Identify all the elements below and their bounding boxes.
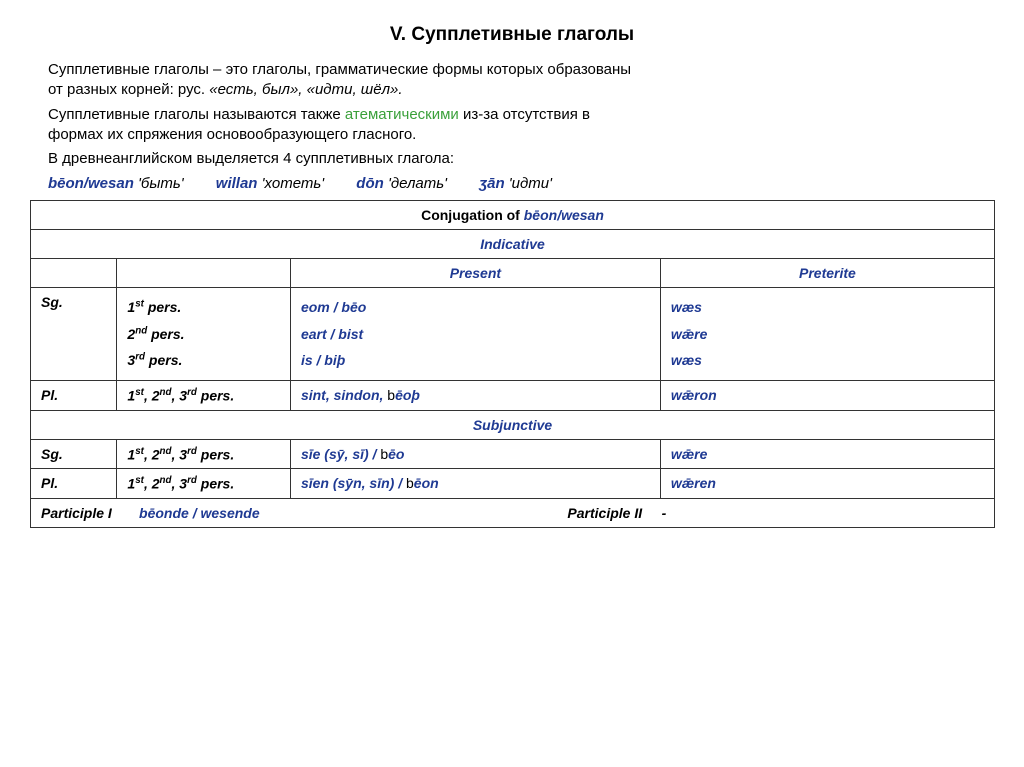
para1-line2a: от разных корней: рус.	[48, 81, 209, 98]
verb-3: dōn	[356, 175, 384, 192]
subj-sg-present: sīe (sȳ, sī) / bēo	[290, 439, 660, 469]
subj-pl-label: Pl.	[31, 469, 117, 499]
participle-2-label: Participle II	[567, 505, 642, 521]
conjugation-table: Conjugation of bēon/wesan Indicative Pre…	[30, 200, 995, 528]
present-header: Present	[290, 259, 660, 288]
sg-persons: 1st pers. 2nd pers. 3rd pers.	[117, 288, 291, 381]
verb-1-gloss: 'быть'	[138, 175, 184, 192]
verb-2: willan	[216, 175, 258, 192]
participles-row: Participle I bēonde / wesende Participle…	[31, 499, 995, 528]
caption-text: Conjugation of	[421, 207, 524, 223]
para2-a: Супплетивные глаголы называются также	[48, 106, 345, 123]
pl-preterite: wǣron	[660, 381, 994, 411]
verb-1: bēon/wesan	[48, 175, 134, 192]
subj-sg-label: Sg.	[31, 439, 117, 469]
table-caption: Conjugation of bēon/wesan	[31, 201, 995, 230]
verb-4-gloss: 'идти'	[509, 175, 552, 192]
paragraph-1: Супплетивные глаголы – это глаголы, грам…	[48, 60, 994, 101]
para2-highlight: атематическими	[345, 106, 459, 123]
participle-1-value: bēonde / wesende	[139, 505, 260, 521]
participle-2-value: -	[662, 505, 667, 521]
verb-2-gloss: 'хотеть'	[262, 175, 324, 192]
subjunctive-header: Subjunctive	[31, 410, 995, 439]
subj-pl-preterite: wǣren	[660, 469, 994, 499]
subj-pl-persons: 1st, 2nd, 3rd pers.	[117, 469, 291, 499]
para2-c: формах их спряжения основообразующего гл…	[48, 126, 416, 143]
pl-present: sint, sindon, bēoþ	[290, 381, 660, 411]
subj-sg-persons: 1st, 2nd, 3rd pers.	[117, 439, 291, 469]
page-title: V. Супплетивные глаголы	[30, 24, 994, 46]
para1-examples: «есть, был», «идти, шёл».	[209, 81, 402, 98]
preterite-header: Preterite	[660, 259, 994, 288]
caption-verb: bēon/wesan	[524, 207, 604, 223]
verbs-list: bēon/wesan 'быть' willan 'хотеть' dōn 'д…	[48, 175, 994, 192]
subj-pl-present: sīen (sȳn, sīn) / bēon	[290, 469, 660, 499]
sg-preterite: wæs wǣre wæs	[660, 288, 994, 381]
indicative-header: Indicative	[31, 230, 995, 259]
para1-line1: Супплетивные глаголы – это глаголы, грам…	[48, 61, 631, 78]
paragraph-3: В древнеанглийском выделяется 4 супплети…	[48, 149, 994, 169]
sg-present: eom / bēo eart / bist is / biþ	[290, 288, 660, 381]
para2-b: из-за отсутствия в	[459, 106, 590, 123]
verb-4: ʒān	[479, 175, 504, 192]
paragraph-2: Супплетивные глаголы называются также ат…	[48, 105, 994, 146]
verb-3-gloss: 'делать'	[388, 175, 447, 192]
pl-persons: 1st, 2nd, 3rd pers.	[117, 381, 291, 411]
pl-label: Pl.	[31, 381, 117, 411]
participle-1-label: Participle I	[41, 505, 112, 521]
sg-label: Sg.	[31, 288, 117, 381]
subj-sg-preterite: wǣre	[660, 439, 994, 469]
